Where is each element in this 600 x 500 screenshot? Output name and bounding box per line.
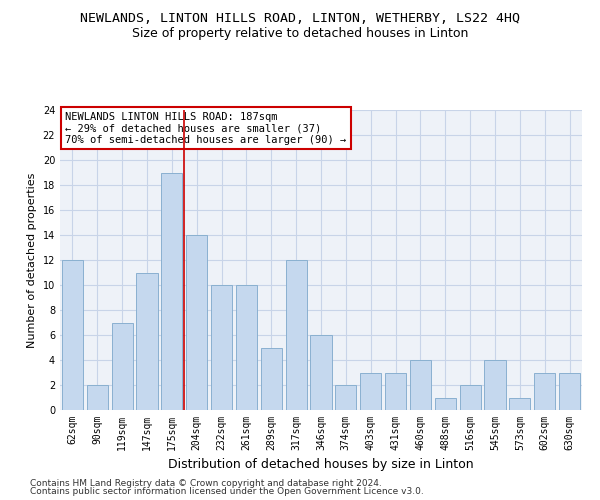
Bar — [310, 335, 332, 410]
Text: Contains HM Land Registry data © Crown copyright and database right 2024.: Contains HM Land Registry data © Crown c… — [30, 478, 382, 488]
Bar — [161, 172, 182, 410]
Text: Contains public sector information licensed under the Open Government Licence v3: Contains public sector information licen… — [30, 487, 424, 496]
Bar — [261, 348, 282, 410]
Bar — [534, 372, 555, 410]
Bar — [211, 285, 232, 410]
Bar — [236, 285, 257, 410]
Bar — [286, 260, 307, 410]
Text: Size of property relative to detached houses in Linton: Size of property relative to detached ho… — [132, 28, 468, 40]
Bar — [335, 385, 356, 410]
Bar — [87, 385, 108, 410]
Bar — [410, 360, 431, 410]
Text: NEWLANDS LINTON HILLS ROAD: 187sqm
← 29% of detached houses are smaller (37)
70%: NEWLANDS LINTON HILLS ROAD: 187sqm ← 29%… — [65, 112, 346, 144]
Bar — [509, 398, 530, 410]
Text: NEWLANDS, LINTON HILLS ROAD, LINTON, WETHERBY, LS22 4HQ: NEWLANDS, LINTON HILLS ROAD, LINTON, WET… — [80, 12, 520, 26]
X-axis label: Distribution of detached houses by size in Linton: Distribution of detached houses by size … — [168, 458, 474, 471]
Bar — [435, 398, 456, 410]
Y-axis label: Number of detached properties: Number of detached properties — [27, 172, 37, 348]
Bar — [136, 272, 158, 410]
Bar — [62, 260, 83, 410]
Bar — [385, 372, 406, 410]
Bar — [460, 385, 481, 410]
Bar — [186, 235, 207, 410]
Bar — [559, 372, 580, 410]
Bar — [484, 360, 506, 410]
Bar — [360, 372, 381, 410]
Bar — [112, 322, 133, 410]
